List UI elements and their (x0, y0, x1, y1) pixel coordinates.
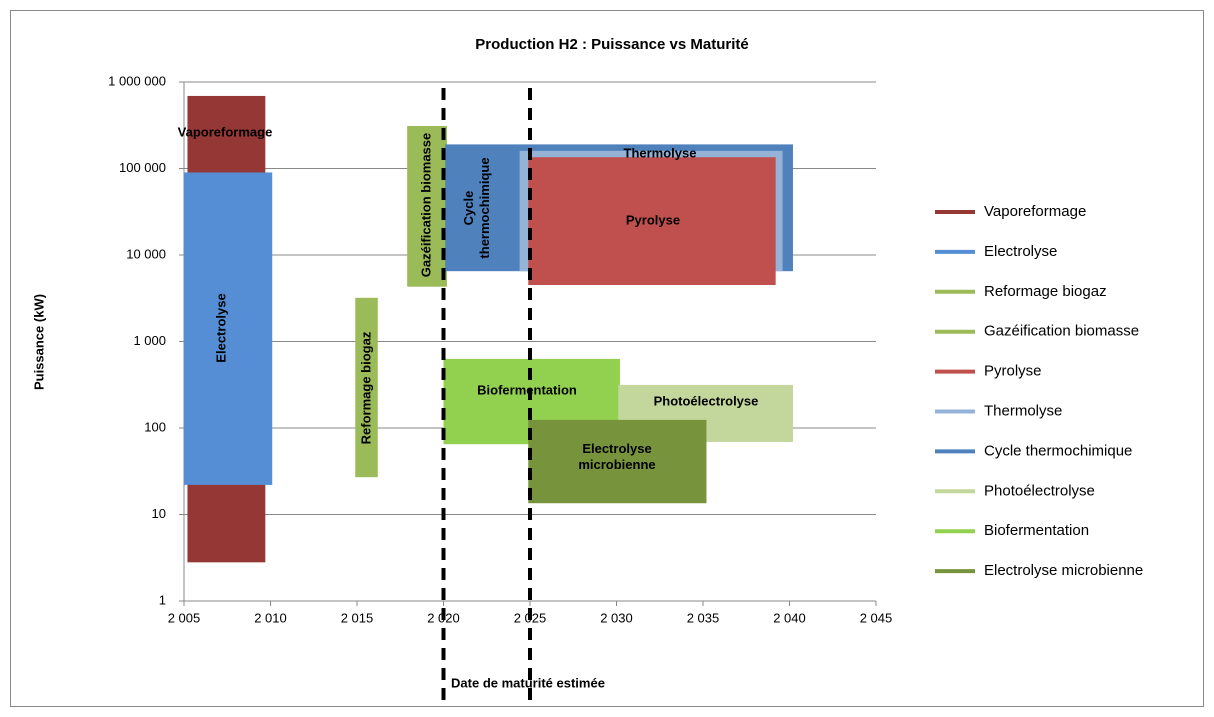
box-label: Vaporeformage (178, 124, 273, 139)
y-tick-label: 1 (159, 592, 166, 607)
box-label: Pyrolyse (626, 212, 680, 227)
box-label: Electrolyse (213, 293, 228, 362)
legend-label: Photoélectrolyse (984, 482, 1095, 499)
range-box (184, 172, 273, 485)
box-label: Thermolyse (624, 145, 697, 160)
legend-label: Reformage biogaz (984, 283, 1107, 300)
legend-label: Pyrolyse (984, 363, 1042, 380)
y-tick-label: 1 000 (133, 333, 166, 348)
box-label: Electrolyse microbienne (578, 441, 655, 472)
legend-label: Vaporeformage (984, 203, 1086, 220)
range-box (528, 157, 776, 285)
x-tick-label: 2 035 (687, 610, 720, 625)
range-box (528, 419, 707, 504)
box-label: Cyclethermochimique (461, 157, 492, 258)
box-label: Photoélectrolyse (654, 393, 759, 408)
legend-label: Cycle thermochimique (984, 442, 1132, 459)
range-box (407, 125, 447, 287)
y-tick-label: 100 000 (119, 160, 166, 175)
legend-label: Electrolyse microbienne (984, 562, 1143, 579)
y-axis-label: Puissance (kW) (31, 294, 46, 390)
chart-title: Production H2 : Puissance vs Maturité (475, 36, 748, 53)
box-label: Reformage biogaz (358, 331, 373, 444)
box-label: Biofermentation (477, 382, 577, 397)
legend-label: Biofermentation (984, 522, 1089, 539)
x-tick-label: 2 010 (254, 610, 287, 625)
y-tick-label: 1 000 000 (108, 73, 166, 88)
legend-label: Thermolyse (984, 402, 1062, 419)
x-tick-label: 2 005 (168, 610, 201, 625)
range-box (355, 297, 378, 478)
y-tick-label: 10 (152, 506, 166, 521)
x-axis-label: Date de maturité estimée (451, 675, 605, 690)
x-tick-label: 2 030 (600, 610, 633, 625)
x-tick-label: 2 040 (773, 610, 806, 625)
x-tick-label: 2 015 (341, 610, 374, 625)
legend-label: Gazéification biomasse (984, 323, 1139, 340)
box-label: Gazéification biomasse (418, 133, 433, 278)
y-tick-label: 10 000 (126, 246, 166, 261)
y-tick-label: 100 (144, 419, 166, 434)
x-tick-label: 2 045 (860, 610, 893, 625)
legend-label: Electrolyse (984, 243, 1057, 260)
